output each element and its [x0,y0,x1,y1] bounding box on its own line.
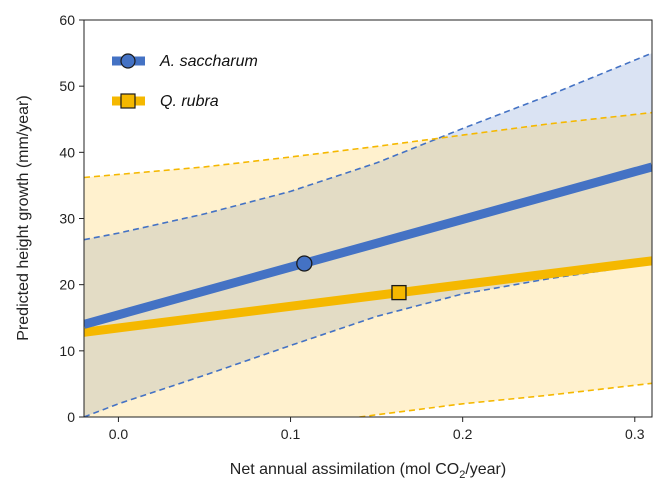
y-tick-label: 50 [59,78,75,94]
y-tick-label: 30 [59,211,75,227]
y-axis-title: Predicted height growth (mm/year) [15,95,32,340]
fit-line-a-saccharum [84,162,652,329]
legend-marker-circle-icon [120,53,136,69]
point-marker-q-rubra [391,284,407,301]
ci-band-q-rubra [84,112,652,417]
legend-item-a-saccharum: A. saccharum [112,53,258,70]
x-axis-title-prefix: Net annual assimilation (mol CO [230,461,459,478]
point-marker-a-saccharum [296,255,313,272]
ci-upper-line-a-saccharum [84,52,652,241]
legend: A. saccharum Q. rubra [112,53,258,110]
legend-marker-square-icon [120,93,136,109]
y-tick-label: 60 [59,12,75,28]
legend-label-a-saccharum: A. saccharum [159,53,258,70]
y-tick-label: 10 [59,343,75,359]
y-tick-label: 20 [59,277,75,293]
y-axis-ticks: 0 10 20 30 40 50 60 [59,12,84,425]
y-tick-label: 0 [67,409,75,425]
x-axis-ticks: 0.0 0.1 0.2 0.3 [109,417,645,442]
x-axis-title-subscript: 2 [459,469,465,481]
confidence-bands [84,53,652,417]
ci-lower-line-a-saccharum [84,262,652,417]
x-tick-label: 0.3 [625,426,645,442]
ci-band-a-saccharum [84,53,652,417]
x-tick-label: 0.2 [453,426,473,442]
x-axis-title: Net annual assimilation (mol CO2/year) [230,461,506,481]
x-tick-label: 0.0 [109,426,129,442]
series-lines [84,52,652,417]
fit-line-q-rubra [84,256,652,337]
y-tick-label: 40 [59,144,75,160]
x-tick-label: 0.1 [281,426,301,442]
legend-label-q-rubra: Q. rubra [160,93,219,110]
x-axis-title-suffix: /year) [465,461,506,478]
ci-lower-line-q-rubra [359,382,652,417]
series-markers [296,255,407,301]
ci-upper-line-q-rubra [84,111,652,179]
legend-item-q-rubra: Q. rubra [112,93,219,110]
